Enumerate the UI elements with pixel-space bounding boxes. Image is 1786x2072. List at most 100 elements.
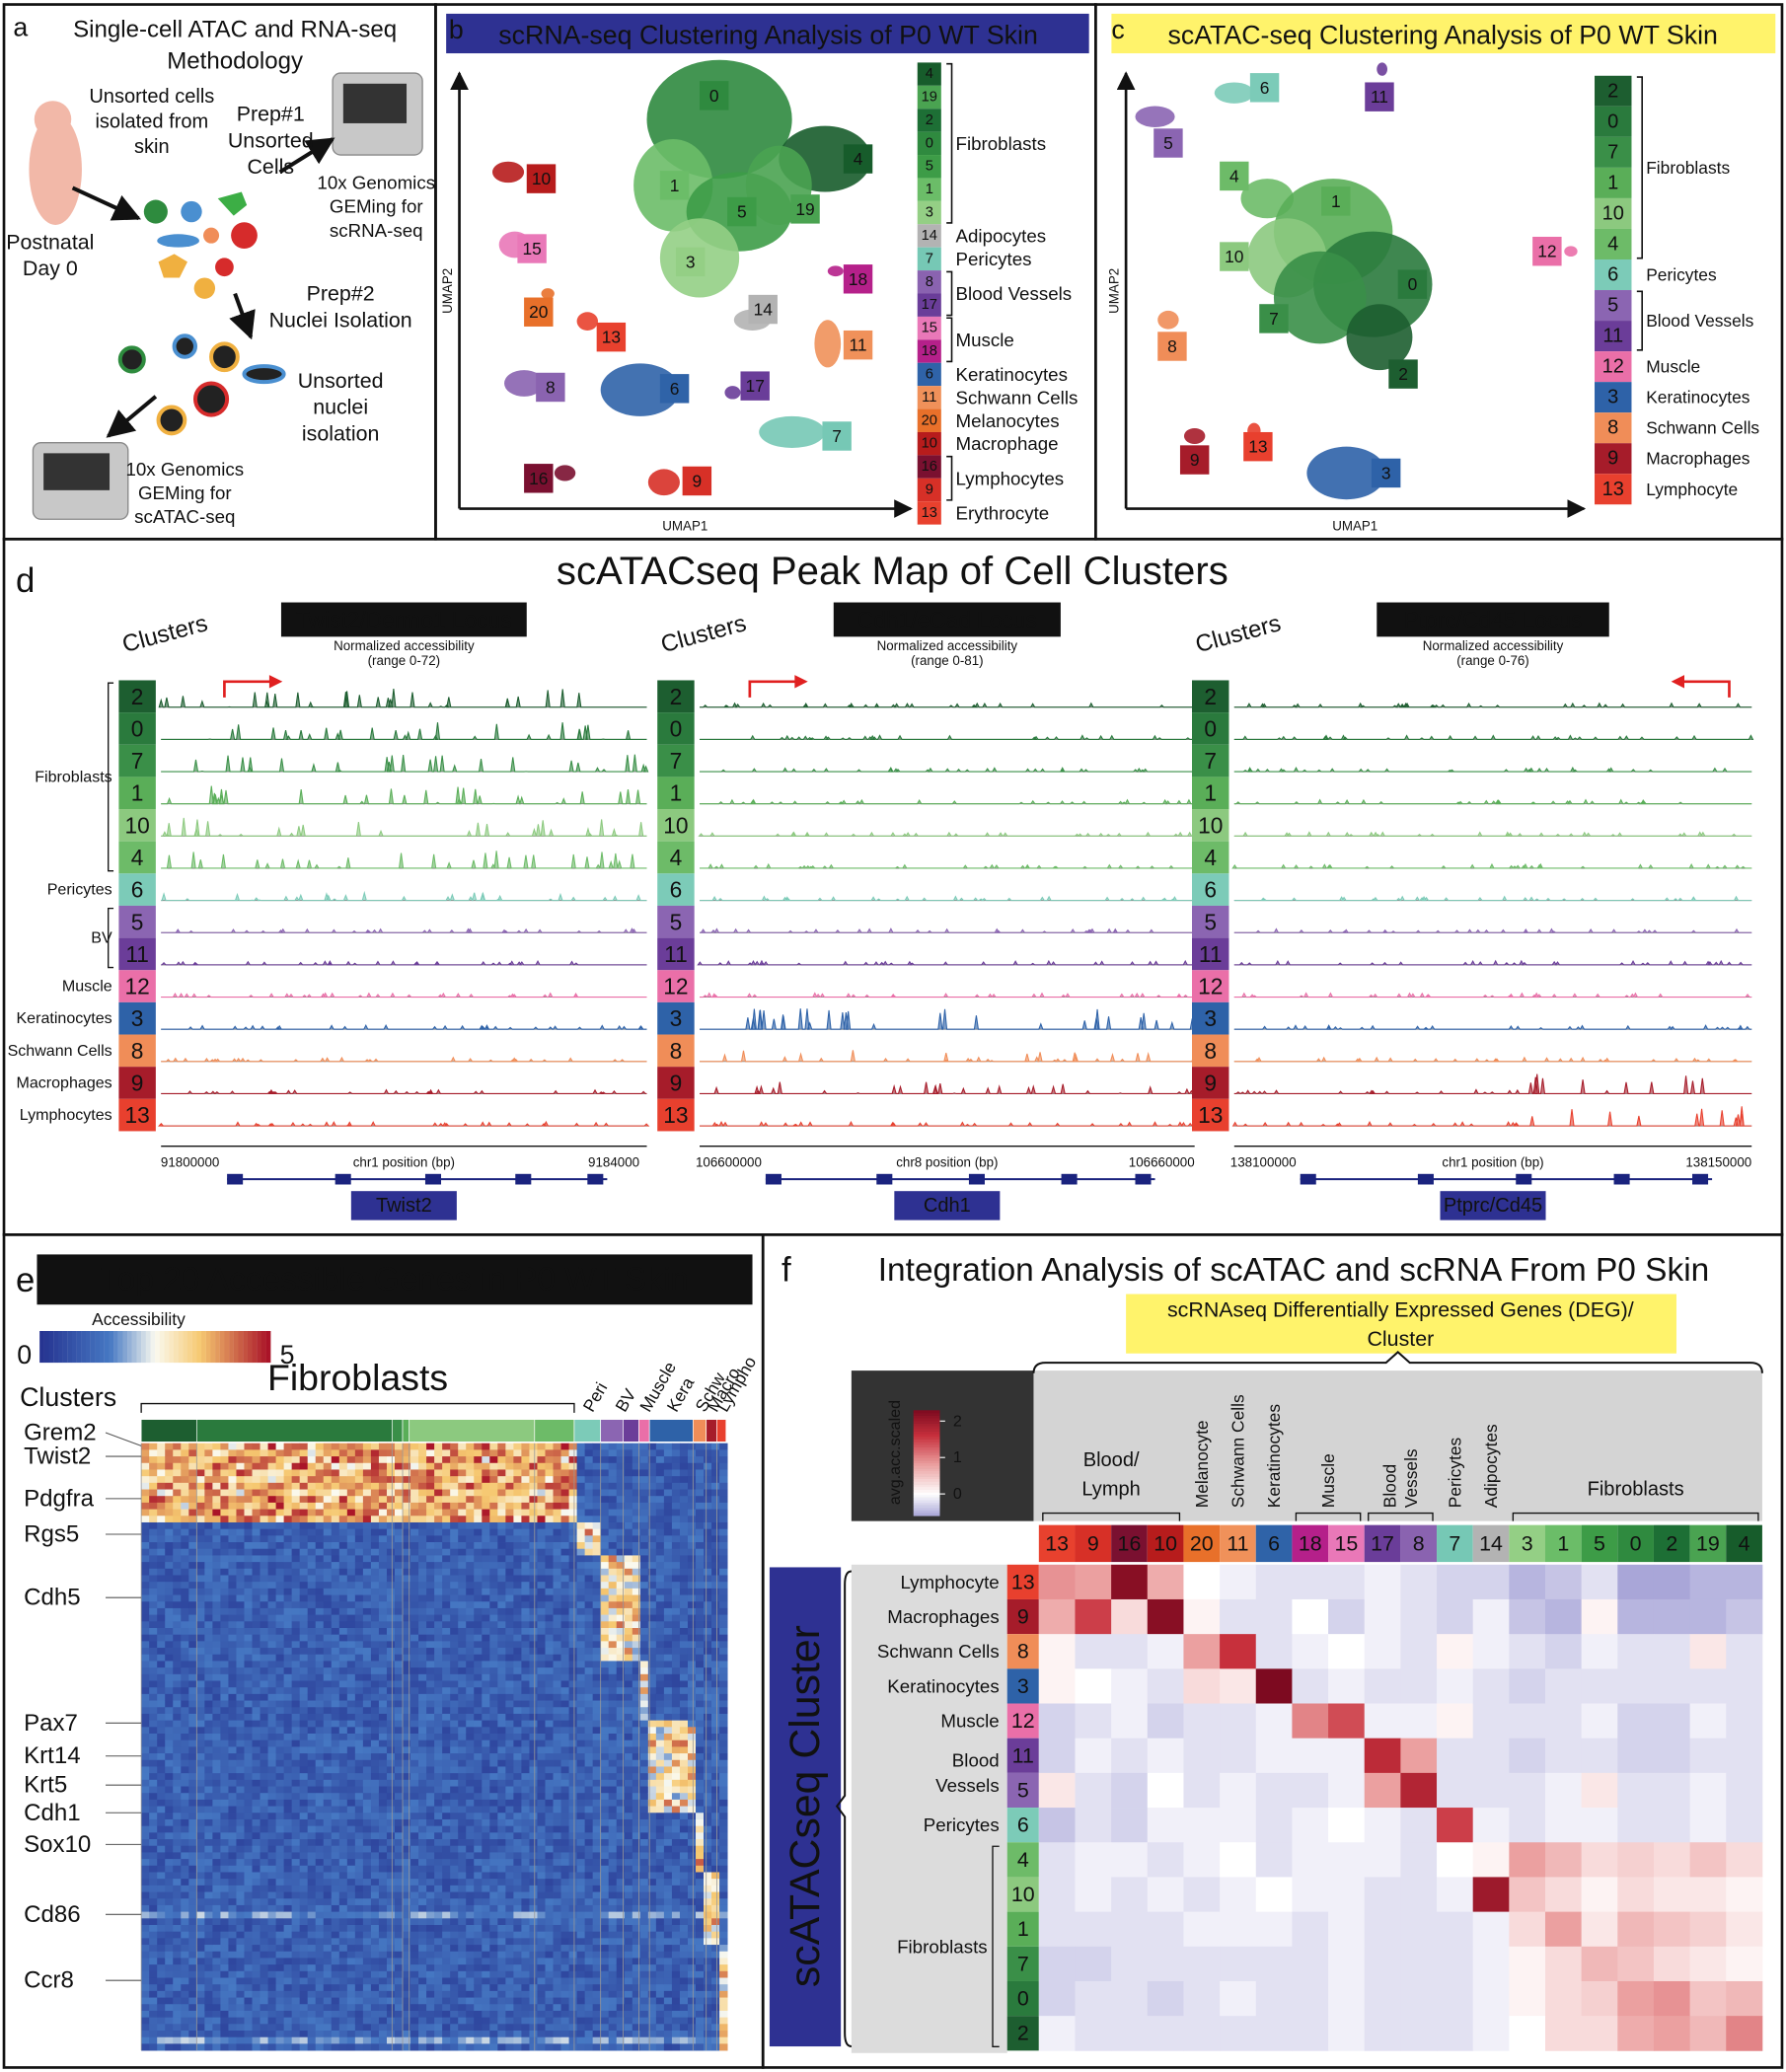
heatmap-cell (236, 1443, 245, 1450)
heatmap-cell (220, 1958, 229, 1965)
heatmap-cell (450, 1779, 459, 1787)
heatmap-cell (173, 1528, 182, 1536)
heatmap-cell (386, 1938, 396, 1946)
axis-text: 9184000 (588, 1154, 639, 1169)
heatmap-cell (482, 1456, 490, 1464)
heatmap-cell (149, 1825, 158, 1833)
heatmap-cell (173, 1548, 182, 1556)
heatmap-cell (204, 1680, 213, 1688)
heatmap-cell (236, 1865, 245, 1873)
heatmap-cell (386, 1879, 396, 1887)
heatmap-cell (260, 1773, 268, 1781)
heatmap-cell (354, 1766, 364, 1774)
heatmap-cell (362, 2004, 372, 2012)
heatmap-cell (410, 1793, 419, 1801)
cluster-id: 3 (131, 1005, 144, 1031)
heatmap-cell (228, 1786, 237, 1794)
heatmap-cell (260, 1509, 268, 1517)
heatmap-cell (181, 1964, 189, 1972)
heatmap-cell (386, 2043, 396, 2051)
heatmap-cell (260, 1779, 268, 1787)
heatmap-cell (497, 1845, 506, 1853)
heatmap-cell (403, 1793, 411, 1801)
heatmap-cell (370, 1904, 380, 1913)
heatmap-cell (331, 1799, 340, 1807)
cluster-id: 2 (670, 684, 683, 709)
heatmap-cell (450, 1918, 459, 1926)
heatmap-cell (307, 1462, 317, 1470)
heatmap-cell (426, 1509, 435, 1517)
heatmap-cell (474, 2036, 483, 2044)
heatmap-cell (157, 1607, 166, 1616)
heatmap-cell (489, 1958, 498, 1965)
heatmap-cell (338, 2017, 348, 2025)
heatmap-cell (513, 1918, 522, 1926)
cluster-box (1179, 445, 1210, 475)
cluster-id: 16 (529, 469, 548, 488)
heatmap-cell (505, 1766, 514, 1774)
heatmap-cell (291, 1641, 301, 1649)
heatmap-cell (283, 1911, 293, 1919)
cluster-id: 8 (1204, 1038, 1217, 1064)
legend-bracket (946, 317, 953, 363)
heatmap-cell (141, 1568, 150, 1576)
heatmap-cell (283, 1562, 293, 1570)
heatmap-cell (307, 1938, 317, 1946)
heatmap-cell (244, 1700, 253, 1708)
heatmap-cell (236, 1852, 245, 1860)
heatmap-cell (505, 1911, 514, 1919)
colorbar-step (183, 1330, 188, 1364)
heatmap-cell (505, 1773, 514, 1781)
heatmap-cell (228, 1825, 237, 1833)
heatmap-cell (299, 1773, 309, 1781)
heatmap-cell (489, 1568, 498, 1576)
heatmap-cell (275, 1456, 285, 1464)
heatmap-cell (267, 2031, 276, 2038)
heatmap-cell (220, 1951, 229, 1959)
cluster-box (748, 294, 778, 325)
method-note: Day 0 (23, 257, 78, 280)
exon (1135, 1173, 1152, 1185)
heatmap-cell (157, 1951, 166, 1959)
cluster-box (1192, 873, 1229, 906)
heatmap-cell (466, 1462, 475, 1470)
heatmap-cell (513, 1654, 522, 1662)
cluster-id: 10 (532, 169, 551, 188)
heatmap-cell (450, 1594, 459, 1602)
heatmap-cell (220, 1759, 229, 1767)
heatmap-cell (315, 1825, 325, 1833)
heatmap-cell (188, 1687, 197, 1695)
heatmap-cell (165, 1509, 174, 1517)
heatmap-cell (299, 1673, 309, 1681)
heatmap-cell (157, 1582, 166, 1590)
heatmap-cell (346, 1449, 356, 1457)
heatmap-cell (275, 1859, 285, 1867)
heatmap-cell (315, 1680, 325, 1688)
heatmap-cell (165, 1469, 174, 1477)
heatmap-cell (141, 2004, 150, 2012)
cluster-bar (195, 1419, 393, 1443)
heatmap-cell (267, 1845, 276, 1853)
heatmap-cell (299, 1627, 309, 1636)
heatmap-cell (260, 1984, 268, 1992)
heatmap-cell (489, 1720, 498, 1728)
heatmap-cell (403, 1845, 411, 1853)
heatmap-cell (315, 1588, 325, 1595)
heatmap-cell (450, 2010, 459, 2019)
heatmap-cell (220, 1707, 229, 1715)
heatmap-cell (244, 1482, 253, 1490)
heatmap-cell (362, 1462, 372, 1470)
accessibility-track (161, 927, 647, 933)
heatmap-cell (354, 1739, 364, 1747)
heatmap-cell (442, 1601, 451, 1609)
heatmap-cell (283, 1449, 293, 1457)
group-bracket (140, 1402, 575, 1413)
group-label: Muscle (62, 978, 112, 996)
heatmap-cell (426, 1582, 435, 1590)
heatmap-cell (497, 1911, 506, 1919)
heatmap-cell (426, 1535, 435, 1543)
heatmap-cell (489, 1938, 498, 1946)
heatmap-cell (252, 1879, 260, 1887)
heatmap-cell (474, 1449, 483, 1457)
heatmap-cell (307, 1911, 317, 1919)
